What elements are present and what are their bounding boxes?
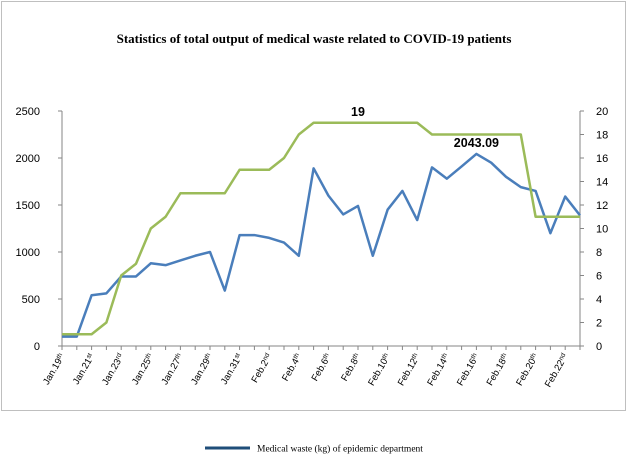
annotation-layer: 19 2043.09 bbox=[351, 105, 499, 150]
x-tick-label: Jan.21st bbox=[71, 352, 97, 387]
x-tick-label: Feb.4th bbox=[280, 352, 305, 384]
y-left-tick-label: 1500 bbox=[16, 200, 40, 212]
x-tick-label: Feb.22nd bbox=[543, 352, 571, 390]
chart-title: Statistics of total output of medical wa… bbox=[116, 31, 512, 46]
y-right-tick-label: 20 bbox=[596, 106, 608, 118]
x-tick-label: Feb.20th bbox=[514, 352, 541, 388]
x-tick-labels: Jan.19thJan.21stJan.23rdJan.25thJan.27th… bbox=[41, 352, 571, 390]
x-tick-label: Feb.8th bbox=[339, 352, 364, 384]
y-right-tick-label: 18 bbox=[596, 130, 608, 142]
x-tick-label: Feb.18th bbox=[485, 352, 512, 388]
series-line-medical-waste bbox=[62, 152, 581, 338]
x-tick-label: Feb.6th bbox=[310, 352, 335, 384]
y-right-tick-label: 12 bbox=[596, 200, 608, 212]
series-layer bbox=[62, 121, 581, 338]
legend: Medical waste (kg) of epidemic departmen… bbox=[205, 444, 423, 455]
y-left-tick-label: 1000 bbox=[16, 247, 40, 259]
y-right-tick-label: 16 bbox=[596, 153, 608, 165]
x-tick-label: Feb.14th bbox=[425, 352, 452, 388]
x-tick-label: Feb.16th bbox=[455, 352, 482, 388]
y-left-tick-label: 500 bbox=[22, 294, 40, 306]
x-tick-label: Jan.29th bbox=[189, 352, 216, 387]
y-left-tick-label: 0 bbox=[34, 341, 40, 353]
chart-frame bbox=[1, 1, 626, 411]
x-tick-label: Jan.25th bbox=[130, 352, 157, 387]
series-line-secondary bbox=[62, 121, 580, 336]
data-label-annotation: 19 bbox=[351, 105, 365, 119]
x-tick-label: Feb.12th bbox=[396, 352, 423, 388]
axes-group: 0 500 1000 1500 2000 2500 0 2 4 6 8 10 12 14 16 18 20 bbox=[16, 106, 609, 353]
x-tick-label: Jan.23rd bbox=[100, 352, 127, 388]
x-tick-label: Jan.19th bbox=[41, 352, 68, 387]
y-right-tick-label: 0 bbox=[596, 341, 602, 353]
y-right-tick-label: 6 bbox=[596, 271, 602, 283]
y-right-tick-label: 10 bbox=[596, 224, 608, 236]
y-right-tick-label: 14 bbox=[596, 177, 608, 189]
legend-entry-medical-waste: Medical waste (kg) of epidemic departmen… bbox=[257, 444, 423, 455]
x-tick-label: Jan.27th bbox=[159, 352, 186, 387]
x-tick-label: Feb.2nd bbox=[250, 352, 275, 385]
y-left-tick-label: 2000 bbox=[16, 153, 40, 165]
data-label-annotation: 2043.09 bbox=[454, 136, 499, 150]
x-tick-label: Jan.31st bbox=[219, 352, 245, 387]
y-right-tick-label: 8 bbox=[596, 247, 602, 259]
y-right-tick-label: 2 bbox=[596, 318, 602, 330]
y-right-tick-label: 4 bbox=[596, 294, 602, 306]
x-tick-label: Feb.10th bbox=[366, 352, 393, 388]
y-left-tick-label: 2500 bbox=[16, 106, 40, 118]
line-chart: 0 500 1000 1500 2000 2500 0 2 4 6 8 10 12 14 16 18 20 19… bbox=[16, 105, 609, 390]
